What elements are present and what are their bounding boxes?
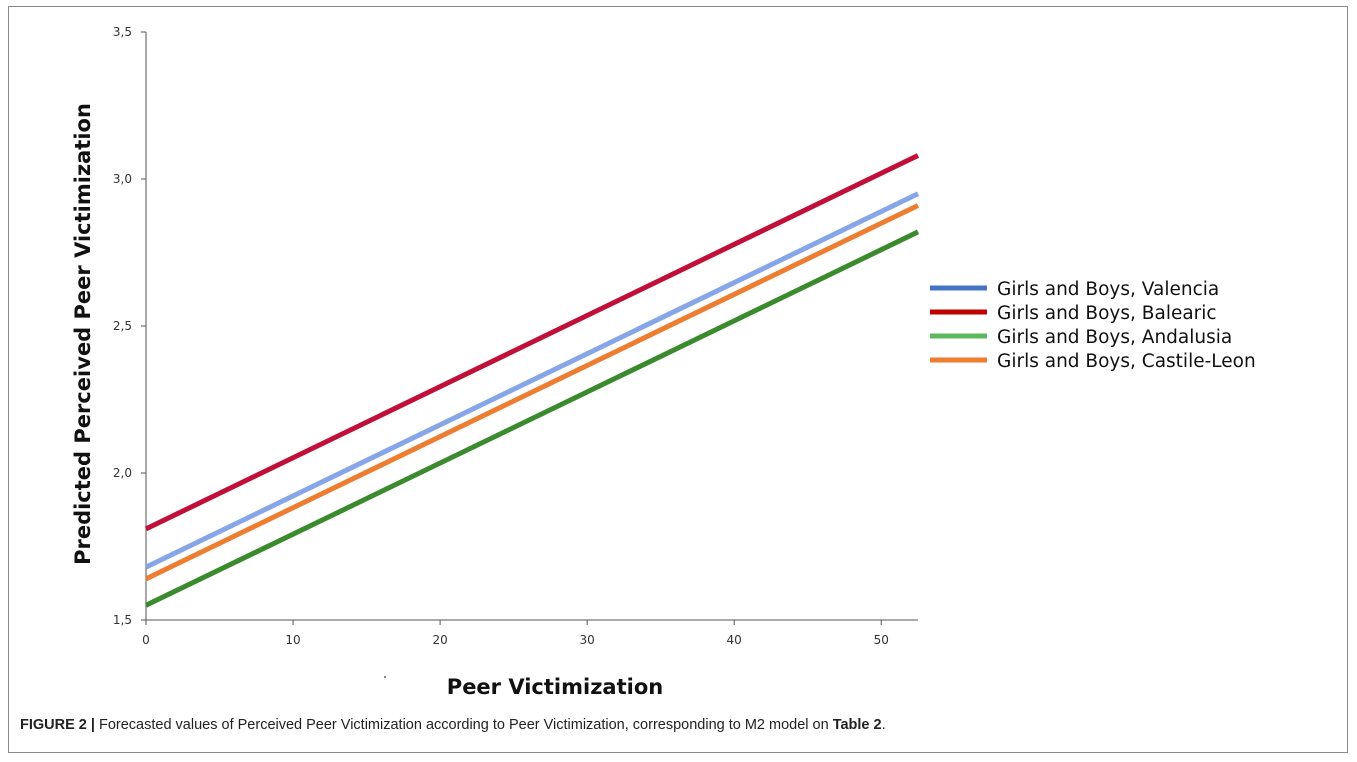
x-tick-label: 50 (874, 633, 889, 647)
x-tick-label: 20 (432, 633, 447, 647)
series-line (144, 191, 920, 570)
chart-axes (145, 32, 918, 621)
legend-label: Girls and Boys, Andalusia (997, 327, 1232, 348)
y-axis-label: Predicted Perceived Peer Victimization (71, 103, 95, 565)
chart-legend: Girls and Boys, Valencia Girls and Boys, … (930, 279, 1256, 372)
chart-series (144, 153, 920, 608)
y-tick-label: 3,5 (113, 25, 132, 39)
series-line (144, 153, 920, 532)
y-tick-label: 2,5 (113, 319, 132, 333)
caption-end: . (881, 717, 886, 733)
caption-text: Forecasted values of Perceived Peer Vict… (94, 717, 833, 733)
x-tick-label: 10 (285, 633, 300, 647)
x-axis-label: Peer Victimization (447, 675, 663, 699)
chart-ticks: 1,5 2,0 2,5 3,0 3,5 0 10 20 30 40 50 (113, 25, 889, 647)
legend-label: Girls and Boys, Valencia (997, 279, 1219, 300)
legend-label: Girls and Boys, Balearic (997, 303, 1217, 324)
y-tick-label: 3,0 (113, 172, 132, 186)
x-tick-label: 0 (142, 633, 150, 647)
stray-mark (384, 676, 386, 678)
figure-frame (8, 6, 1348, 753)
line-chart: 1,5 2,0 2,5 3,0 3,5 0 10 20 30 40 50 Girls and Boy… (71, 25, 1256, 699)
legend-label: Girls and Boys, Castile-Leon (997, 351, 1256, 372)
y-tick-label: 2,0 (113, 466, 132, 480)
x-tick-label: 30 (580, 633, 595, 647)
caption-table-ref: Table 2 (832, 717, 882, 733)
x-tick-label: 40 (727, 633, 742, 647)
y-tick-label: 1,5 (113, 613, 132, 627)
caption-label: FIGURE 2 | (20, 717, 95, 733)
series-line (144, 203, 920, 582)
figure-caption: FIGURE 2 | Forecasted values of Perceive… (20, 717, 1340, 733)
series-line (144, 229, 920, 608)
